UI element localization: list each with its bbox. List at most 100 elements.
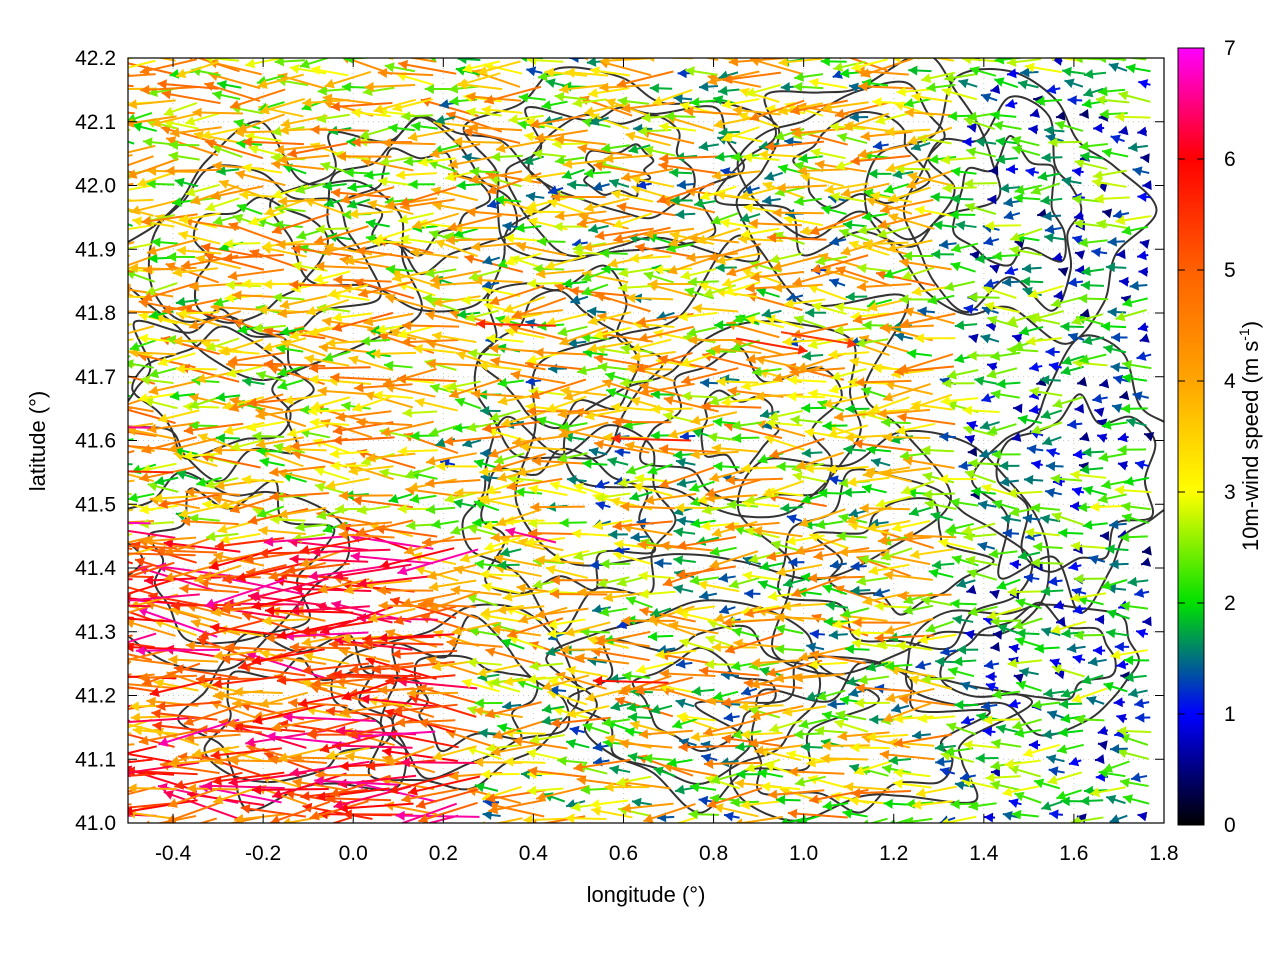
wind-vector	[958, 78, 978, 89]
wind-vector	[822, 101, 869, 113]
wind-vector	[1123, 655, 1149, 666]
wind-vector	[1132, 166, 1150, 177]
wind-vector	[1030, 557, 1064, 568]
wind-vector	[225, 280, 262, 291]
wind-vector	[535, 785, 590, 802]
wind-vector	[565, 67, 609, 78]
wind-vector	[135, 645, 220, 656]
wind-vector	[338, 490, 393, 501]
wind-vector	[1053, 290, 1064, 301]
wind-vector	[946, 369, 979, 380]
wind-vector	[996, 378, 1021, 389]
wind-vector	[800, 742, 823, 753]
wind-vector	[1119, 276, 1130, 287]
wind-vector	[128, 758, 153, 764]
wind-vector	[408, 179, 435, 190]
wind-vector	[828, 349, 870, 360]
wind-vector	[505, 527, 557, 544]
wind-vector	[966, 584, 977, 595]
wind-vector	[128, 783, 177, 794]
wind-vector	[820, 753, 868, 764]
wind-vector	[592, 181, 610, 192]
wind-vector	[872, 97, 911, 107]
wind-vector	[424, 268, 457, 278]
wind-vector	[431, 519, 459, 529]
wind-vector	[352, 495, 414, 509]
wind-vector	[1126, 417, 1147, 428]
wind-vector	[966, 147, 997, 158]
wind-vector	[385, 264, 414, 275]
wind-vector	[954, 780, 974, 791]
wind-vector	[1116, 659, 1129, 670]
wind-vector	[128, 157, 179, 179]
wind-vector	[570, 294, 589, 305]
wind-vector	[183, 422, 244, 435]
wind-vector	[907, 126, 953, 145]
wind-vector	[1014, 636, 1041, 648]
wind-vector	[399, 234, 436, 245]
wind-vector	[709, 550, 759, 569]
wind-vector	[968, 333, 979, 344]
wind-vector	[885, 156, 931, 173]
wind-vector	[575, 653, 630, 665]
wind-vector	[413, 58, 414, 59]
wind-vector	[886, 239, 933, 253]
wind-vector	[847, 476, 890, 487]
wind-vector	[678, 742, 739, 753]
wind-vector	[1117, 460, 1128, 471]
wind-vector	[272, 292, 305, 303]
wind-vector	[829, 559, 847, 570]
wind-vector	[212, 494, 265, 511]
wind-vector	[977, 500, 997, 510]
wind-vector	[676, 478, 697, 488]
wind-vector	[163, 101, 198, 117]
wind-vector	[688, 335, 740, 346]
wind-vector	[612, 212, 653, 229]
wind-vector	[175, 470, 199, 480]
wind-vector	[526, 785, 564, 796]
wind-vector	[1094, 193, 1130, 204]
wind-vector	[1099, 531, 1110, 541]
wind-vector	[573, 549, 607, 561]
colorbar-title: 10m-wind speed (m s-1)	[1236, 321, 1263, 551]
wind-vector	[1014, 791, 1042, 804]
x-tick-label: 1.2	[879, 842, 908, 865]
wind-vector	[172, 267, 218, 278]
wind-vector	[481, 582, 521, 595]
wind-vector	[466, 91, 522, 102]
wind-vector	[557, 408, 609, 419]
wind-vector	[199, 578, 260, 592]
wind-vector	[742, 570, 780, 581]
wind-vector	[915, 785, 957, 798]
wind-vector	[1060, 687, 1083, 698]
wind-vector	[1116, 249, 1126, 260]
wind-vector	[925, 620, 954, 633]
wind-vector	[504, 233, 544, 244]
wind-vector	[332, 312, 373, 323]
wind-vector	[701, 504, 736, 515]
wind-vector	[908, 65, 932, 76]
wind-vector	[333, 274, 392, 285]
wind-vector	[1137, 126, 1148, 137]
wind-vector	[990, 616, 1022, 627]
wind-vector	[1080, 795, 1104, 806]
wind-vector	[1095, 95, 1130, 106]
wind-vector	[390, 660, 455, 673]
wind-vector	[617, 282, 654, 293]
wind-vector	[921, 71, 956, 84]
wind-vector	[219, 338, 264, 356]
wind-vector	[1017, 414, 1042, 425]
wind-vector	[954, 320, 978, 331]
colorbar-tick-label: 4	[1224, 370, 1236, 393]
wind-vector	[828, 475, 845, 486]
wind-vector	[128, 479, 135, 483]
wind-vector	[843, 444, 866, 455]
wind-vector	[525, 191, 545, 202]
wind-vector	[995, 154, 1019, 165]
wind-vector	[407, 775, 481, 796]
wind-vector	[691, 686, 715, 697]
wind-vector	[128, 610, 156, 623]
wind-vector	[861, 483, 887, 494]
wind-vector	[950, 242, 979, 253]
wind-vector	[1023, 573, 1040, 584]
